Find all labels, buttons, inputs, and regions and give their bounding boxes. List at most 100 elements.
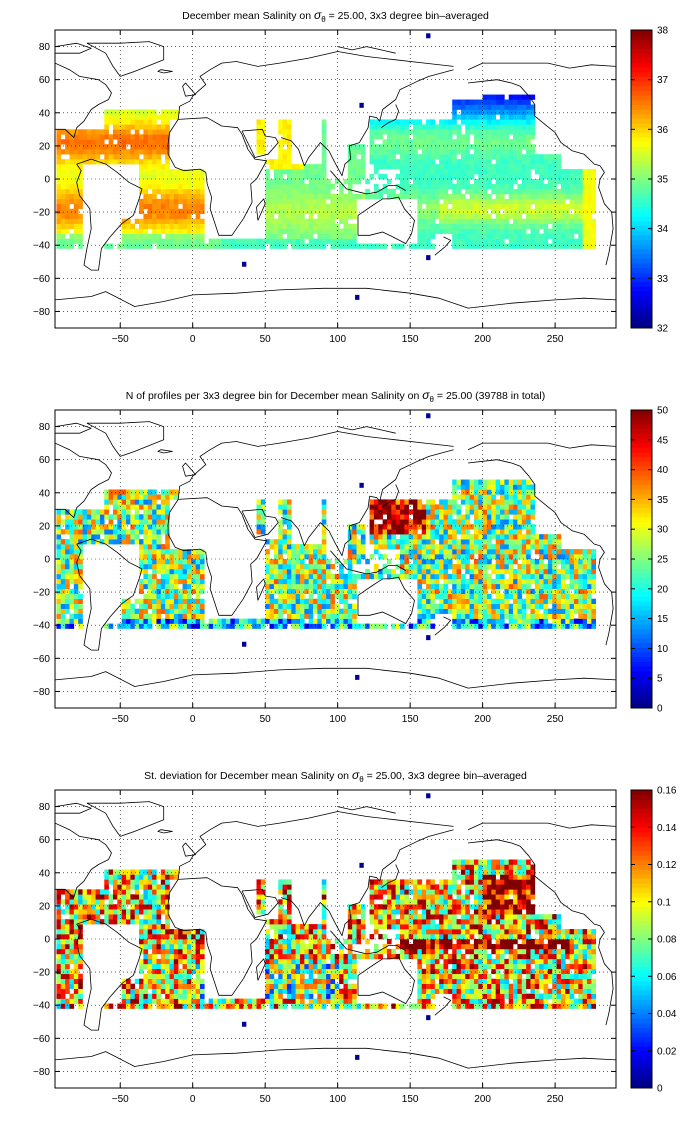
data-cell bbox=[560, 183, 566, 190]
data-cell bbox=[452, 154, 457, 160]
data-cell bbox=[443, 134, 449, 140]
data-cell bbox=[386, 154, 392, 160]
data-cell bbox=[373, 193, 379, 200]
data-cell bbox=[500, 623, 505, 629]
data-cell bbox=[452, 598, 457, 604]
coastline bbox=[467, 62, 616, 71]
data-cell bbox=[269, 198, 275, 205]
data-cell bbox=[86, 149, 92, 155]
data-cell bbox=[126, 159, 131, 165]
data-cell bbox=[134, 879, 140, 885]
data-cell bbox=[273, 169, 279, 175]
data-cell bbox=[473, 119, 479, 125]
data-cell bbox=[543, 593, 549, 600]
data-cell bbox=[430, 169, 436, 175]
data-cell bbox=[587, 568, 592, 575]
data-cell bbox=[469, 588, 475, 595]
data-cell bbox=[265, 208, 270, 215]
data-cell bbox=[134, 623, 140, 629]
data-cell bbox=[517, 524, 523, 530]
data-cell bbox=[517, 174, 523, 180]
data-cell bbox=[478, 149, 483, 155]
data-cell bbox=[78, 919, 83, 925]
data-cell bbox=[500, 129, 505, 135]
data-cell bbox=[473, 494, 479, 500]
data-cell bbox=[321, 583, 327, 590]
data-cell bbox=[304, 623, 309, 629]
data-cell bbox=[139, 929, 144, 935]
data-cell bbox=[173, 243, 179, 249]
data-cell bbox=[147, 618, 153, 624]
data-cell bbox=[495, 243, 501, 249]
data-cell bbox=[182, 223, 188, 229]
data-cell bbox=[356, 549, 362, 555]
data-cell bbox=[573, 183, 579, 190]
data-cell bbox=[152, 613, 157, 619]
data-cell bbox=[573, 623, 579, 629]
data-cell bbox=[269, 598, 275, 604]
colorbar-segment bbox=[631, 62, 652, 68]
data-cell bbox=[291, 174, 296, 180]
data-cell bbox=[269, 183, 275, 190]
data-cell bbox=[491, 534, 496, 540]
data-cell bbox=[504, 119, 510, 125]
data-cell bbox=[143, 894, 149, 900]
colorbar-segment bbox=[631, 211, 652, 217]
data-cell bbox=[578, 218, 583, 224]
data-cell bbox=[65, 1003, 70, 1009]
data-cell bbox=[491, 608, 496, 614]
data-cell bbox=[508, 243, 514, 249]
data-cell bbox=[317, 164, 323, 170]
data-cell bbox=[134, 139, 140, 145]
data-cell bbox=[299, 223, 305, 229]
data-cell bbox=[513, 154, 518, 160]
data-cell bbox=[321, 613, 327, 619]
data-cell bbox=[78, 998, 83, 1004]
data-cell bbox=[500, 568, 505, 575]
data-cell bbox=[569, 169, 575, 175]
data-cell bbox=[73, 909, 79, 915]
data-cell bbox=[508, 208, 514, 215]
data-cell bbox=[565, 183, 570, 190]
data-cell bbox=[443, 514, 449, 520]
data-cell bbox=[130, 238, 136, 244]
data-cell bbox=[543, 188, 549, 195]
colorbar-segment bbox=[631, 76, 652, 82]
data-cell bbox=[469, 183, 475, 190]
data-cell bbox=[413, 554, 418, 560]
data-cell bbox=[465, 544, 470, 550]
data-cell bbox=[147, 613, 153, 619]
data-cell bbox=[60, 613, 66, 619]
data-cell bbox=[60, 233, 66, 239]
data-cell bbox=[439, 539, 444, 545]
data-cell bbox=[360, 544, 366, 550]
data-cell bbox=[526, 104, 531, 110]
data-cell bbox=[156, 243, 162, 249]
data-cell bbox=[513, 164, 518, 170]
data-cell bbox=[569, 549, 575, 555]
data-cell bbox=[526, 223, 531, 229]
data-cell bbox=[491, 198, 496, 205]
data-cell bbox=[417, 623, 423, 629]
data-cell bbox=[347, 179, 353, 185]
data-cell bbox=[504, 109, 510, 115]
data-cell bbox=[195, 198, 201, 205]
data-cell bbox=[513, 539, 518, 545]
data-cell bbox=[108, 914, 114, 920]
data-cell bbox=[391, 504, 396, 510]
data-cell bbox=[295, 623, 301, 629]
data-cell bbox=[165, 563, 170, 570]
data-cell bbox=[560, 568, 566, 575]
data-cell bbox=[482, 183, 488, 190]
colorbar-segment bbox=[631, 698, 652, 704]
data-cell bbox=[91, 134, 96, 140]
data-cell bbox=[378, 174, 383, 180]
data-cell bbox=[591, 618, 597, 624]
data-cell bbox=[234, 623, 240, 629]
data-cell bbox=[486, 583, 492, 590]
data-cell bbox=[291, 588, 296, 595]
data-cell bbox=[347, 164, 353, 170]
data-cell bbox=[134, 998, 140, 1004]
data-cell bbox=[199, 193, 205, 200]
data-cell bbox=[587, 588, 592, 595]
